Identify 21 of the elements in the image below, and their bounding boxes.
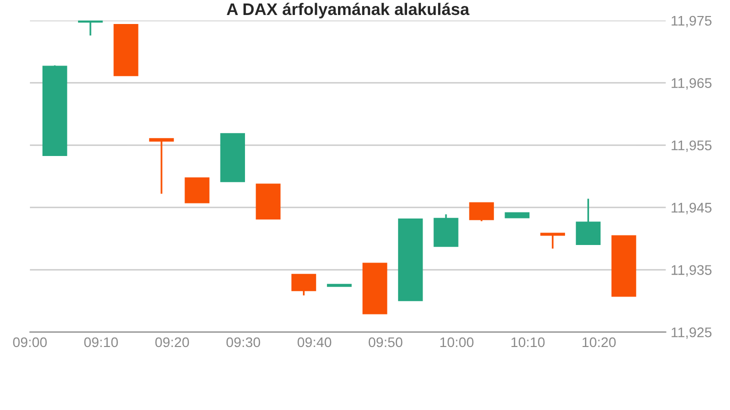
y-tick-label: 11,975 (672, 16, 712, 28)
candlestick (469, 202, 494, 222)
x-tick-label: 10:10 (511, 337, 545, 348)
x-tick-label: 09:20 (155, 337, 189, 348)
chart-title: A DAX árfolyamának alakulása (226, 2, 470, 18)
y-tick-label: 11,965 (672, 78, 712, 90)
x-tick-label: 09:10 (84, 337, 118, 348)
x-tick-label: 10:20 (582, 337, 616, 348)
y-tick-label: 11,955 (672, 140, 712, 152)
x-tick-label: 10:00 (440, 337, 474, 348)
x-tick-label: 09:00 (13, 337, 47, 348)
x-tick-label: 09:30 (226, 337, 260, 348)
candlestick (291, 274, 316, 296)
candlestick (149, 138, 174, 195)
y-tick-label: 11,945 (672, 202, 712, 214)
x-tick-label: 09:40 (298, 337, 332, 348)
x-tick-label: 09:50 (368, 337, 402, 348)
candlestick (78, 20, 103, 36)
candlestick (576, 198, 601, 246)
y-tick-label: 11,925 (672, 327, 712, 339)
y-tick-label: 11,935 (672, 265, 712, 277)
